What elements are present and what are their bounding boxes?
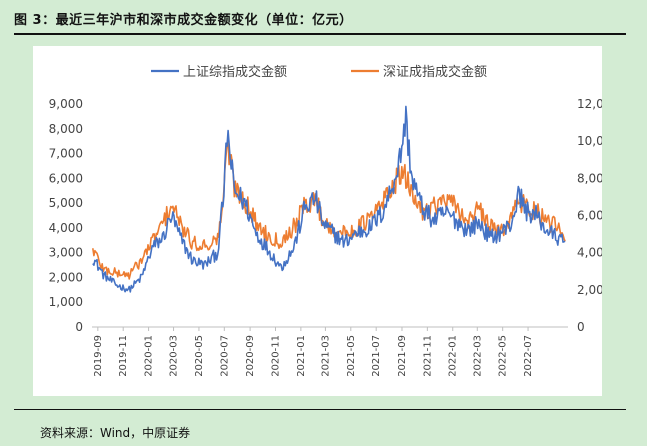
x-tick-label: 2021-11 xyxy=(422,335,433,377)
series-line-sse xyxy=(92,105,566,293)
y-right-tick-label: 4,000 xyxy=(577,246,602,260)
y-left-tick-label: 0 xyxy=(75,320,83,334)
y-right-tick-label: 10,000 xyxy=(577,134,602,148)
y-right-tick-label: 0 xyxy=(577,320,585,334)
x-tick-label: 2021-03 xyxy=(320,335,331,377)
x-tick-label: 2019-09 xyxy=(93,335,104,377)
series-group xyxy=(92,105,566,293)
legend-label-sse: 上证综指成交金额 xyxy=(183,64,287,80)
y-left-tick-label: 3,000 xyxy=(49,246,83,260)
x-tick-label: 2020-07 xyxy=(219,335,230,377)
y-left-tick-label: 8,000 xyxy=(49,122,83,136)
y-left-tick-label: 1,000 xyxy=(49,295,83,309)
y-left-tick-label: 4,000 xyxy=(49,221,83,235)
y-left-tick-label: 5,000 xyxy=(49,196,83,210)
x-tick-label: 2020-11 xyxy=(270,335,281,377)
x-tick-label: 2022-03 xyxy=(472,335,483,377)
bottom-rule xyxy=(14,409,626,410)
x-tick-label: 2021-09 xyxy=(397,335,408,377)
x-tick-label: 2022-07 xyxy=(523,335,534,377)
x-tick-label: 2022-05 xyxy=(498,335,509,377)
source-note: 资料来源：Wind，中原证券 xyxy=(40,426,191,440)
legend-label-szse: 深证成指成交金额 xyxy=(383,64,487,80)
x-tick-label: 2021-05 xyxy=(346,335,357,377)
x-tick-label: 2021-01 xyxy=(296,335,307,377)
y-right-tick-label: 8,000 xyxy=(577,171,602,185)
top-rule xyxy=(14,33,626,35)
x-tick-label: 2020-09 xyxy=(245,335,256,377)
y-left-tick-label: 6,000 xyxy=(49,171,83,185)
y-axis-right: 0 2,000 4,000 6,000 8,000 10,000 12,000 xyxy=(577,97,602,334)
y-left-tick-label: 7,000 xyxy=(49,147,83,161)
chart-svg: 上证综指成交金额 深证成指成交金额 0 1,000 2,000 3,000 4,000 5… xyxy=(49,64,602,377)
chart-panel: 上证综指成交金额 深证成指成交金额 0 1,000 2,000 3,000 4,000 5… xyxy=(33,46,602,396)
figure-title: 图 3：最近三年沪市和深市成交金额变化（单位：亿元） xyxy=(14,13,353,28)
x-tick-label: 2019-11 xyxy=(118,335,129,377)
x-tick-label: 2022-01 xyxy=(448,335,459,377)
series-line-szse xyxy=(92,138,566,280)
x-tick-label: 2020-01 xyxy=(144,335,155,377)
y-left-tick-label: 2,000 xyxy=(49,270,83,284)
y-axis-left: 0 1,000 2,000 3,000 4,000 5,000 6,000 7,000 8,00… xyxy=(49,97,83,334)
legend: 上证综指成交金额 深证成指成交金额 xyxy=(151,64,487,80)
x-tick-label: 2020-03 xyxy=(169,335,180,377)
y-right-tick-label: 12,000 xyxy=(577,97,602,111)
x-tick-label: 2021-07 xyxy=(371,335,382,377)
y-right-tick-label: 6,000 xyxy=(577,209,602,223)
x-tick-label: 2020-05 xyxy=(194,335,205,377)
y-right-tick-label: 2,000 xyxy=(577,283,602,297)
y-left-tick-label: 9,000 xyxy=(49,97,83,111)
x-axis: 2019-09 2019-11 2020-01 2020-03 2020-05 2020-… xyxy=(93,327,534,377)
